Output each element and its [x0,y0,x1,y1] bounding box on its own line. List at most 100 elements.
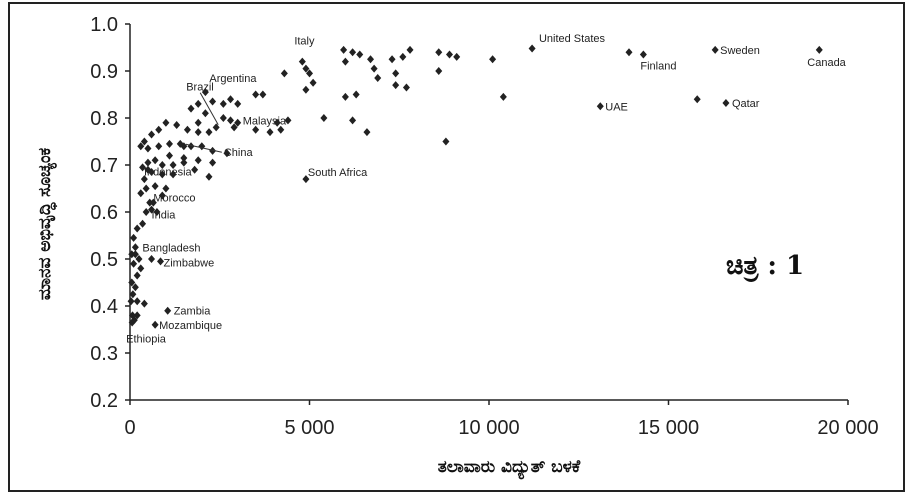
data-point [169,170,177,179]
data-point [133,271,141,280]
data-point [356,50,364,59]
data-point [402,83,410,92]
data-point [219,99,227,108]
data-point [259,90,267,99]
data-point [302,175,310,184]
data-point [374,74,382,83]
data-point [194,128,202,137]
scatter-chart: 0.2 0.3 0.4 0.5 0.6 0.7 0.8 0.9 1.0 0 5 000 10 000… [35,14,879,480]
data-point [341,92,349,101]
point-label: Brazil [186,82,214,94]
data-point [435,48,443,57]
data-point [453,52,461,61]
data-point [367,55,375,64]
data-point [131,283,139,292]
data-point [340,45,348,54]
data-point [153,208,161,216]
data-point [302,64,310,73]
data-point [128,250,136,259]
data-point [187,142,195,151]
point-label: Canada [807,57,846,69]
data-point [135,255,143,263]
data-point [180,153,188,162]
data-point [180,142,188,151]
data-point [406,45,414,54]
data-point [142,184,150,193]
point-labels: Italy United States Finland Sweden Canada UAE… [126,33,847,345]
data-point [194,99,202,108]
data-point [157,257,165,266]
data-point [133,311,141,320]
data-point [392,69,400,78]
data-point [148,130,156,139]
y-ticks: 0.2 0.3 0.4 0.5 0.6 0.7 0.8 0.9 1.0 [90,14,130,412]
figure-frame: 0.2 0.3 0.4 0.5 0.6 0.7 0.8 0.9 1.0 0 5 000 10 000… [8,2,905,492]
data-point [140,137,148,146]
point-label: China [224,147,254,159]
data-point [209,158,217,167]
data-point [277,125,285,134]
data-point [133,297,141,306]
data-point [234,99,242,108]
data-point [201,88,209,97]
data-point [162,184,170,193]
data-point [128,318,136,327]
data-point [158,170,166,179]
data-point [205,172,213,181]
data-point [693,95,701,104]
data-point [370,64,378,73]
point-label: Zimbabwe [164,257,215,269]
data-point [131,250,139,259]
y-tick-label: 1.0 [90,14,118,36]
data-point [223,149,231,158]
y-tick-label: 0.2 [90,390,118,412]
data-point [349,116,357,125]
point-label: Bangladesh [142,242,200,254]
x-ticks: 0 5 000 10 000 15 000 20 000 [124,400,879,439]
data-point [173,121,181,130]
data-point [139,163,147,172]
data-point [234,118,242,127]
y-tick-label: 0.5 [90,249,118,271]
point-label: India [152,210,177,222]
data-point [280,69,288,78]
point-label: Mozambique [159,320,222,332]
data-point [201,109,209,118]
data-point [158,161,166,169]
data-point [133,224,141,233]
data-point [155,125,163,134]
data-point [399,52,407,61]
data-point [142,208,150,216]
x-tick-label: 5 000 [284,417,334,439]
data-point [137,264,145,273]
data-point [205,128,213,137]
y-tick-label: 0.4 [90,296,118,318]
point-label: United States [539,33,606,45]
data-point [131,243,139,252]
point-label: Morocco [153,193,195,205]
data-point [388,55,396,64]
data-point [140,175,148,184]
data-point [302,85,310,94]
data-point [144,144,152,153]
data-point [499,92,507,101]
data-point [180,158,188,167]
x-tick-label: 15 000 [638,417,699,439]
data-point [528,44,536,53]
data-point [722,98,730,107]
data-point [148,205,156,214]
data-point [639,50,647,59]
data-point [151,156,159,165]
point-label: Indonesia [144,167,193,179]
data-point [165,139,173,148]
data-point [137,142,145,151]
data-point [130,259,138,268]
data-point [164,306,172,315]
point-label: Zambia [174,306,212,318]
y-tick-label: 0.7 [90,155,118,177]
point-label: UAE [605,101,628,113]
y-tick-label: 0.6 [90,202,118,224]
data-point [149,198,157,207]
data-point [151,320,159,329]
data-point [209,97,217,106]
